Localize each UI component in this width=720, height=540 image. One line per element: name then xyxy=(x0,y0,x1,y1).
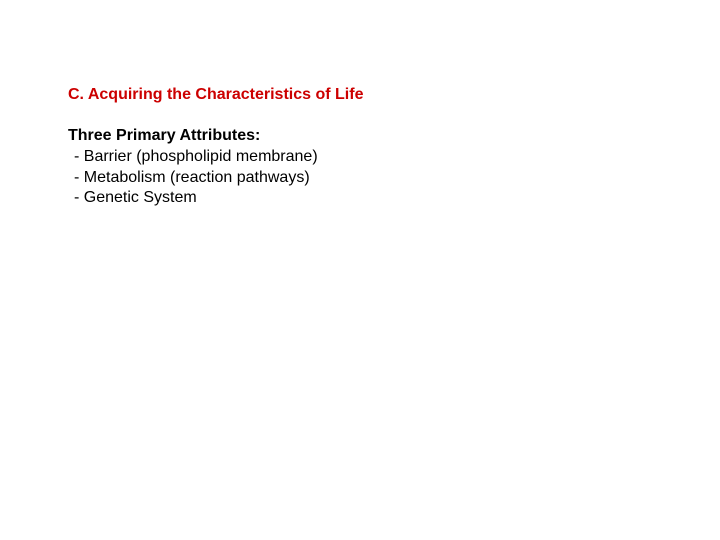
list-item: - Barrier (phospholipid membrane) xyxy=(68,147,720,168)
list-item: - Genetic System xyxy=(68,188,720,209)
section-heading: C. Acquiring the Characteristics of Life xyxy=(68,86,720,104)
subheading: Three Primary Attributes: xyxy=(68,126,720,147)
list-item: - Metabolism (reaction pathways) xyxy=(68,168,720,189)
